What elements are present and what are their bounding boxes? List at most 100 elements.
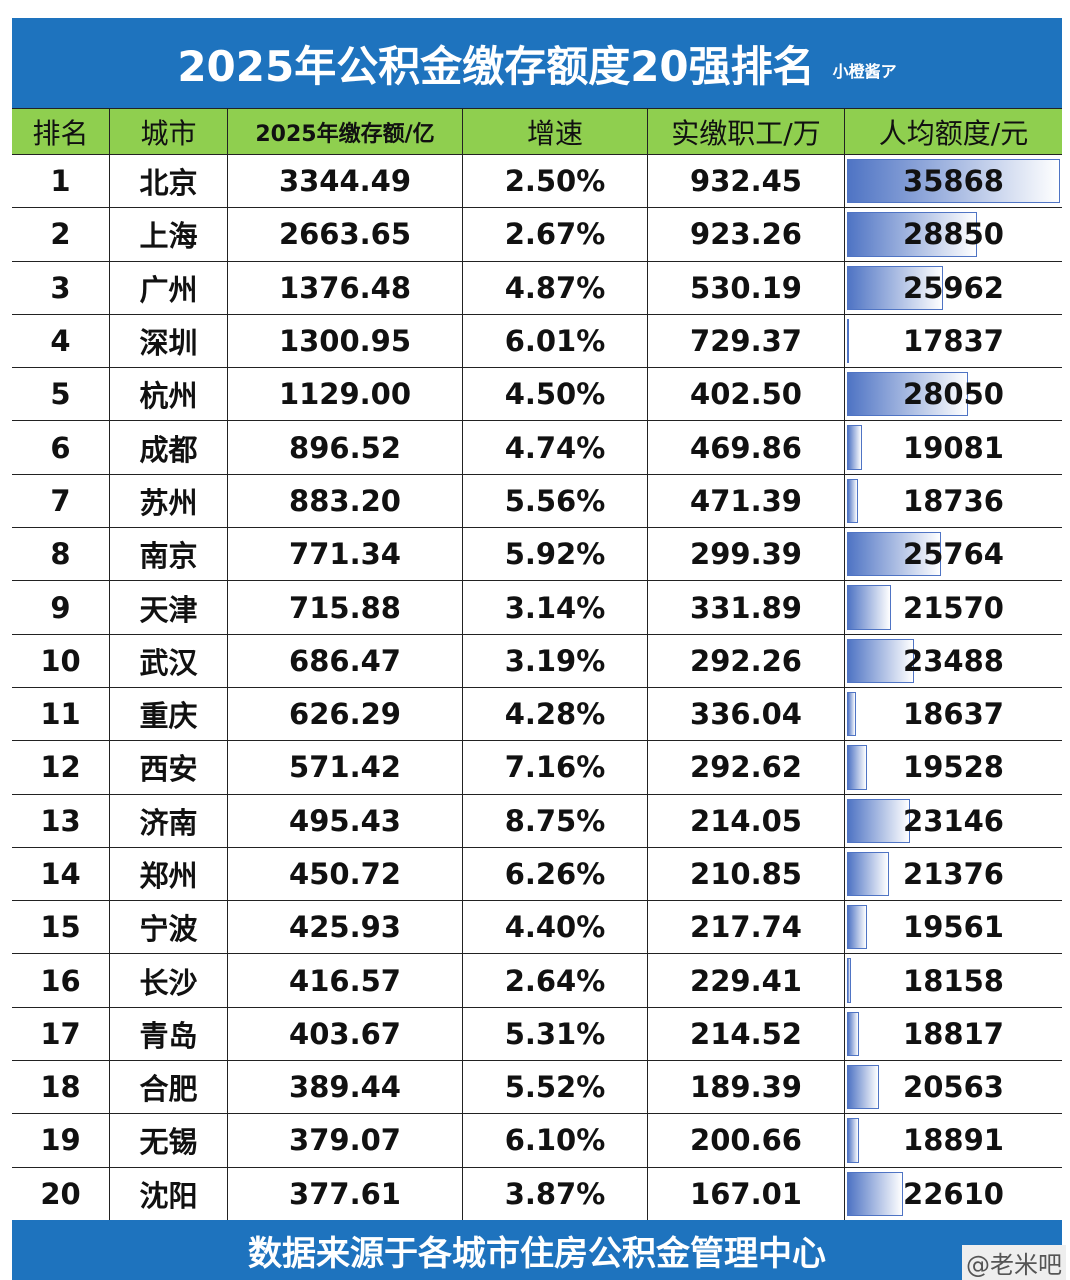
table-row: 1 北京 3344.49 2.50% 932.45 35868: [12, 155, 1062, 209]
table-cell: 长沙: [110, 954, 228, 1007]
table-cell: 3344.49: [228, 155, 463, 208]
cell-text: 18637: [903, 697, 1004, 732]
cell-text: 18: [40, 1070, 81, 1105]
cell-text: 19081: [903, 430, 1004, 465]
cell-text: 10: [40, 643, 81, 678]
cell-text: 896.52: [289, 430, 401, 465]
cell-text: 229.41: [690, 963, 802, 998]
table-row: 3 广州 1376.48 4.87% 530.19 25962: [12, 261, 1062, 315]
table-cell: 重庆: [110, 687, 228, 741]
data-bar: [847, 691, 857, 737]
cell-text: 571.42: [289, 750, 401, 785]
table-row: 15 宁波 425.93 4.40% 217.74 19561: [12, 901, 1062, 955]
table-cell: 23488: [845, 635, 1062, 687]
cell-text: 377.61: [289, 1176, 401, 1211]
table-cell: 299.39: [648, 528, 845, 581]
cell-text: 626.29: [289, 697, 401, 732]
table-row: 4 深圳 1300.95 6.01% 729.37 17837: [12, 314, 1062, 369]
cell-text: 7: [50, 483, 71, 518]
cell-text: 20: [40, 1176, 81, 1211]
table-row: 2 上海 2663.65 2.67% 923.26 28850: [12, 208, 1062, 262]
data-bar: [847, 532, 941, 577]
table-cell: 1376.48: [228, 261, 463, 314]
cell-text: 3.19%: [504, 643, 606, 678]
table-cell: 1129.00: [228, 368, 463, 421]
table-row: 10 武汉 686.47 3.19% 292.26 23488: [12, 634, 1062, 688]
table-row: 5 杭州 1129.00 4.50% 402.50 28050: [12, 368, 1062, 422]
header-cell: 增速: [463, 109, 648, 154]
cell-text: 932.45: [690, 164, 802, 199]
cell-text: 8.75%: [504, 803, 606, 838]
cell-text: 杭州: [139, 379, 198, 414]
cell-text: 7.16%: [504, 750, 606, 785]
table-row: 7 苏州 883.20 5.56% 471.39 18736: [12, 474, 1062, 529]
data-bar: [847, 1171, 904, 1216]
table-cell: 18891: [845, 1114, 1062, 1166]
cell-text: 武汉: [139, 645, 198, 680]
cell-text: 1129.00: [278, 377, 412, 412]
table-cell: 深圳: [110, 314, 228, 368]
cell-text: 广州: [139, 272, 198, 307]
cell-text: 5.56%: [504, 483, 606, 518]
table-cell: 18637: [845, 688, 1062, 740]
cell-text: 4.74%: [504, 430, 606, 465]
watermark: 小橙酱ア: [832, 62, 897, 81]
cell-text: 686.47: [289, 643, 401, 678]
cell-text: 17837: [903, 324, 1004, 359]
table-cell: 7.16%: [463, 741, 648, 794]
cell-text: 771.34: [289, 537, 401, 572]
cell-text: 16: [40, 963, 81, 998]
footer-text: 数据来源于各城市住房公积金管理中心: [248, 1233, 826, 1274]
cell-text: 5: [50, 377, 71, 412]
cell-text: 210.85: [690, 857, 802, 891]
table-cell: 28850: [845, 208, 1062, 260]
table-cell: 471.39: [648, 474, 845, 528]
cell-text: 729.37: [690, 324, 802, 359]
table-cell: 11: [12, 687, 110, 741]
table-cell: 217.74: [648, 901, 845, 954]
table-cell: 4.28%: [463, 687, 648, 741]
cell-text: 长沙: [139, 965, 198, 1000]
cell-text: 3: [50, 270, 71, 305]
table-row: 11 重庆 626.29 4.28% 336.04 18637: [12, 687, 1062, 742]
table-cell: 17837: [845, 315, 1062, 367]
table-cell: 6.01%: [463, 314, 648, 368]
cell-text: 450.72: [289, 857, 401, 891]
cell-text: 14: [40, 857, 81, 891]
table-cell: 18817: [845, 1008, 1062, 1060]
header-cell: 人均额度/元: [878, 116, 1029, 150]
cell-text: 292.26: [690, 643, 802, 678]
cell-text: 2.50%: [504, 164, 606, 199]
cell-text: 4.50%: [504, 377, 606, 412]
table-cell: 771.34: [228, 528, 463, 581]
cell-text: 495.43: [289, 803, 401, 838]
table-cell: 530.19: [648, 261, 845, 314]
cell-text: 17: [40, 1016, 81, 1051]
table-cell: 21376: [845, 848, 1062, 900]
corner-watermark: @老米吧: [962, 1245, 1066, 1280]
table-cell: 2.64%: [463, 954, 648, 1007]
cell-text: 济南: [139, 805, 198, 840]
data-bar: [847, 212, 978, 257]
table-cell: 20563: [845, 1061, 1062, 1113]
table-cell: 189.39: [648, 1061, 845, 1114]
table-cell: 广州: [110, 261, 228, 314]
header-cell: 实缴职工/万: [648, 109, 845, 154]
header-cell: 2025年缴存额/亿: [228, 109, 463, 154]
table-cell: 合肥: [110, 1061, 228, 1114]
cell-text: 9: [50, 590, 71, 625]
table-cell: 896.52: [228, 421, 463, 474]
cell-text: 471.39: [690, 483, 802, 518]
table-cell: 3.19%: [463, 634, 648, 687]
header-row: 排名 城市 2025年缴存额/亿 增速 实缴职工/万 人均额度/元: [12, 108, 1062, 155]
table-cell: 214.52: [648, 1007, 845, 1061]
cell-text: 21570: [903, 590, 1004, 625]
table-cell: 9: [12, 581, 110, 634]
table-cell: 20: [12, 1167, 110, 1220]
table-cell: 5.56%: [463, 474, 648, 528]
table-cell: 495.43: [228, 794, 463, 847]
table-cell: 10: [12, 634, 110, 687]
table-cell: 23146: [845, 795, 1062, 847]
table-cell: 686.47: [228, 634, 463, 687]
table-row: 20 沈阳 377.61 3.87% 167.01 22610: [12, 1167, 1062, 1221]
